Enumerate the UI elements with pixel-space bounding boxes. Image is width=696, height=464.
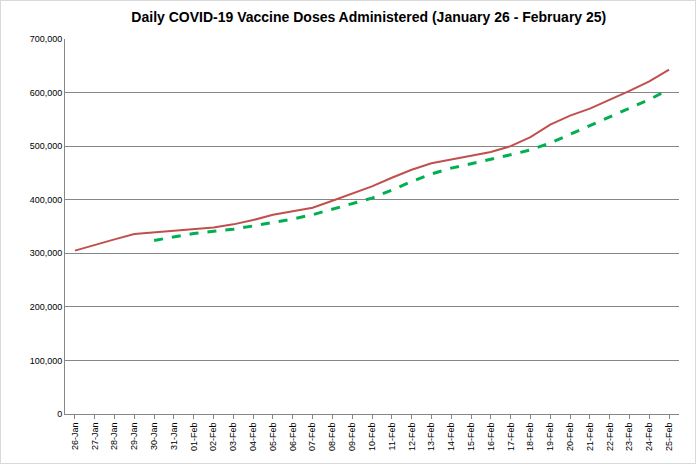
svg-text:300,000: 300,000 (30, 248, 63, 258)
svg-text:19-Feb: 19-Feb (545, 423, 555, 452)
svg-text:25-Feb: 25-Feb (664, 423, 674, 452)
svg-text:04-Feb: 04-Feb (248, 423, 258, 452)
svg-text:700,000: 700,000 (30, 34, 63, 44)
svg-text:21-Feb: 21-Feb (585, 423, 595, 452)
svg-text:01-Feb: 01-Feb (189, 423, 199, 452)
svg-text:500,000: 500,000 (30, 141, 63, 151)
svg-text:30-Jan: 30-Jan (149, 423, 159, 451)
svg-text:08-Feb: 08-Feb (327, 423, 337, 452)
svg-text:13-Feb: 13-Feb (426, 423, 436, 452)
svg-text:24-Feb: 24-Feb (644, 423, 654, 452)
svg-text:Daily COVID-19 Vaccine Doses A: Daily COVID-19 Vaccine Doses Administere… (131, 9, 606, 25)
svg-text:100,000: 100,000 (30, 356, 63, 366)
svg-text:09-Feb: 09-Feb (347, 423, 357, 452)
svg-text:200,000: 200,000 (30, 302, 63, 312)
svg-text:400,000: 400,000 (30, 195, 63, 205)
svg-text:02-Feb: 02-Feb (208, 423, 218, 452)
svg-text:16-Feb: 16-Feb (486, 423, 496, 452)
svg-text:22-Feb: 22-Feb (605, 423, 615, 452)
svg-text:11-Feb: 11-Feb (387, 423, 397, 451)
svg-text:23-Feb: 23-Feb (624, 423, 634, 452)
svg-text:10-Feb: 10-Feb (367, 423, 377, 452)
svg-text:12-Feb: 12-Feb (407, 423, 417, 452)
svg-text:07-Feb: 07-Feb (308, 423, 318, 452)
svg-text:18-Feb: 18-Feb (525, 423, 535, 452)
svg-text:17-Feb: 17-Feb (506, 423, 516, 452)
svg-text:27-Jan: 27-Jan (90, 423, 100, 451)
svg-text:0: 0 (57, 409, 62, 419)
svg-text:05-Feb: 05-Feb (268, 423, 278, 452)
svg-text:31-Jan: 31-Jan (169, 423, 179, 451)
svg-text:03-Feb: 03-Feb (228, 423, 238, 452)
svg-text:15-Feb: 15-Feb (466, 423, 476, 452)
svg-text:14-Feb: 14-Feb (446, 423, 456, 452)
svg-text:600,000: 600,000 (30, 88, 63, 98)
svg-text:06-Feb: 06-Feb (288, 423, 298, 452)
svg-text:28-Jan: 28-Jan (109, 423, 119, 451)
svg-text:29-Jan: 29-Jan (129, 423, 139, 451)
svg-text:20-Feb: 20-Feb (565, 423, 575, 452)
svg-text:26-Jan: 26-Jan (70, 423, 80, 451)
